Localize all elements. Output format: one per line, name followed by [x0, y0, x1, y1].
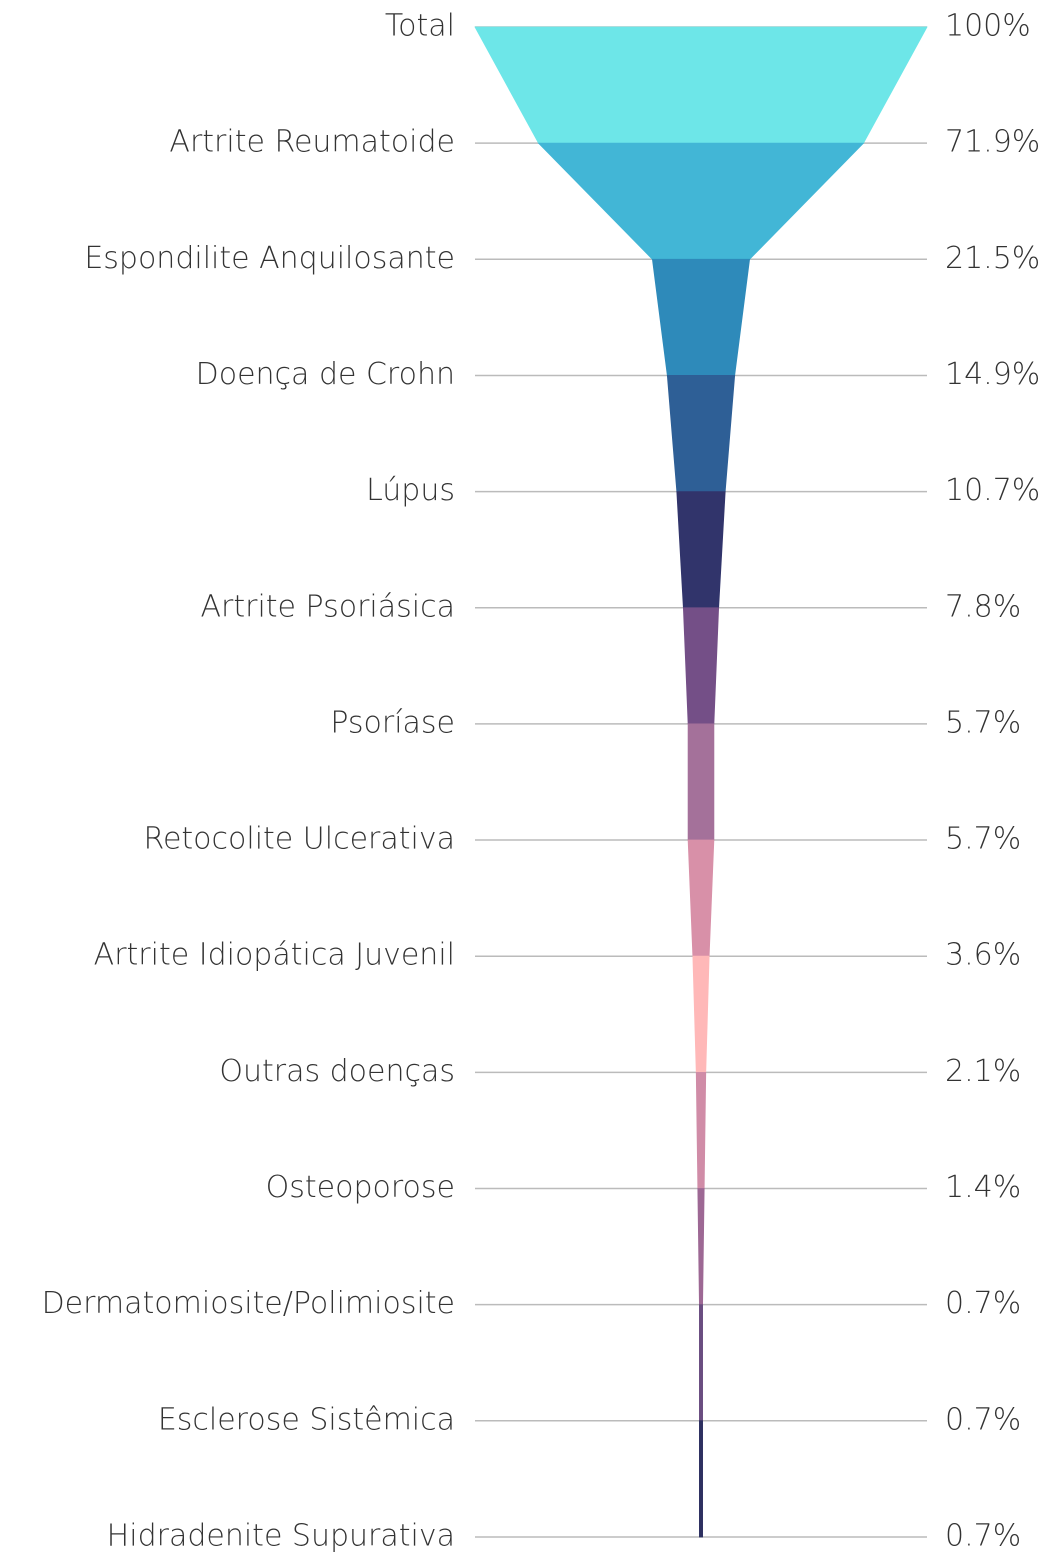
funnel-segment	[692, 955, 710, 1073]
funnel-segment	[687, 723, 715, 841]
value-label: 5.7%	[945, 705, 1021, 740]
funnel-segment	[666, 375, 736, 493]
category-label: Total	[385, 9, 455, 44]
category-label: Artrite Idiopática Juvenil	[94, 938, 455, 973]
value-label: 100%	[945, 9, 1031, 44]
category-label: Psoríase	[330, 705, 455, 740]
value-label: 1.4%	[945, 1170, 1021, 1205]
category-label: Lúpus	[366, 473, 455, 508]
funnel-segment	[699, 1304, 703, 1422]
funnel-segment	[537, 142, 865, 260]
value-label: 10.7%	[945, 473, 1040, 508]
value-label: 0.7%	[945, 1402, 1021, 1437]
value-label: 0.7%	[945, 1518, 1021, 1553]
funnel-segment	[687, 839, 715, 957]
funnel-segment	[699, 1420, 703, 1538]
funnel-segment	[651, 258, 751, 376]
value-label: 7.8%	[945, 589, 1021, 624]
category-label: Artrite Psoriásica	[201, 589, 456, 624]
category-label: Esclerose Sistêmica	[158, 1402, 455, 1437]
value-label: 21.5%	[945, 241, 1040, 276]
funnel-segment	[697, 1188, 705, 1306]
category-label: Outras doenças	[219, 1054, 455, 1089]
funnel-segment	[695, 1071, 707, 1189]
category-label: Artrite Reumatoide	[169, 125, 455, 160]
category-label: Doença de Crohn	[196, 357, 455, 392]
value-label: 5.7%	[945, 822, 1021, 857]
value-label: 2.1%	[945, 1054, 1021, 1089]
value-label: 3.6%	[945, 938, 1021, 973]
value-label: 14.9%	[945, 357, 1040, 392]
funnel-segment	[676, 491, 726, 609]
category-label: Osteoporose	[266, 1170, 455, 1205]
funnel-segment	[682, 607, 720, 725]
category-label: Retocolite Ulcerativa	[143, 822, 455, 857]
category-label: Espondilite Anquilosante	[84, 241, 455, 276]
value-label: 71.9%	[945, 125, 1040, 160]
category-label: Hidradenite Supurativa	[107, 1518, 455, 1553]
category-label: Dermatomiosite/Polimiosite	[42, 1286, 455, 1321]
funnel-segment	[474, 26, 928, 144]
value-label: 0.7%	[945, 1286, 1021, 1321]
